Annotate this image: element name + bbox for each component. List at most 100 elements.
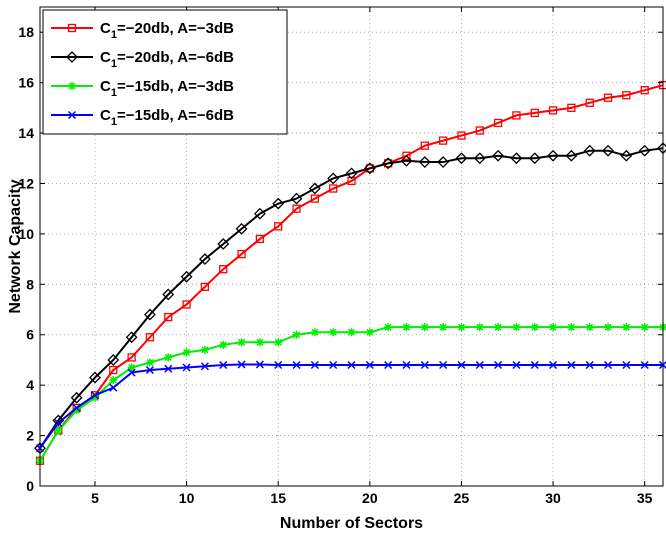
data-point bbox=[420, 141, 429, 150]
data-point bbox=[638, 144, 651, 157]
data-point bbox=[347, 360, 356, 370]
data-point bbox=[200, 345, 209, 354]
data-point bbox=[292, 204, 301, 213]
data-point bbox=[603, 93, 613, 102]
data-point bbox=[585, 360, 594, 370]
data-point bbox=[494, 323, 503, 332]
data-point bbox=[365, 328, 374, 337]
legend-label: C1=−15db, A=−6dB bbox=[100, 107, 234, 128]
data-point bbox=[219, 340, 228, 349]
data-point bbox=[274, 338, 283, 347]
data-point bbox=[420, 360, 429, 370]
data-point bbox=[68, 82, 76, 90]
data-point bbox=[528, 152, 541, 165]
data-point bbox=[327, 172, 340, 185]
x-tick-label: 15 bbox=[270, 490, 286, 506]
data-point bbox=[549, 323, 558, 332]
y-tick-label: 12 bbox=[18, 175, 34, 191]
data-point bbox=[493, 118, 503, 128]
x-tick-label: 10 bbox=[179, 490, 195, 506]
series-line bbox=[39, 147, 664, 449]
data-point bbox=[475, 126, 484, 135]
series-line bbox=[39, 84, 664, 462]
data-point bbox=[292, 360, 301, 370]
data-point bbox=[603, 360, 613, 370]
data-point bbox=[549, 360, 558, 370]
data-point bbox=[439, 323, 448, 332]
data-point bbox=[365, 360, 374, 370]
data-point bbox=[274, 360, 283, 370]
data-point bbox=[420, 323, 429, 332]
y-axis-title: Network Capacity bbox=[7, 179, 24, 313]
data-point bbox=[418, 156, 431, 168]
data-point bbox=[473, 152, 486, 165]
data-point bbox=[292, 330, 301, 339]
data-point bbox=[182, 300, 191, 309]
data-point bbox=[345, 167, 358, 180]
series-line bbox=[39, 326, 663, 462]
y-tick-label: 0 bbox=[26, 478, 34, 494]
data-point bbox=[70, 391, 83, 404]
data-point bbox=[512, 360, 521, 370]
data-point bbox=[66, 51, 78, 63]
data-point bbox=[127, 368, 136, 377]
data-point bbox=[347, 328, 356, 337]
data-point bbox=[475, 360, 484, 370]
data-point bbox=[109, 376, 118, 385]
data-point bbox=[604, 323, 613, 332]
y-tick-label: 4 bbox=[26, 377, 34, 393]
data-point bbox=[475, 323, 484, 332]
data-point bbox=[384, 360, 393, 370]
data-point bbox=[457, 131, 466, 140]
data-point bbox=[640, 360, 649, 370]
data-point bbox=[72, 403, 81, 412]
data-point bbox=[565, 149, 578, 162]
data-point bbox=[198, 253, 211, 266]
data-point bbox=[180, 270, 193, 283]
legend-label: C1=−20db, A=−3dB bbox=[100, 20, 234, 41]
data-point bbox=[54, 418, 63, 428]
data-point bbox=[127, 353, 136, 362]
data-point bbox=[382, 157, 395, 170]
data-point bbox=[182, 348, 191, 357]
data-point bbox=[182, 363, 191, 372]
data-point bbox=[548, 106, 558, 115]
data-point bbox=[620, 149, 633, 162]
data-point bbox=[384, 323, 393, 332]
data-point bbox=[145, 366, 154, 375]
data-point bbox=[125, 331, 138, 344]
data-point bbox=[512, 323, 521, 332]
data-point bbox=[290, 192, 303, 205]
data-point bbox=[255, 360, 264, 369]
data-point bbox=[402, 360, 411, 370]
data-point bbox=[145, 333, 155, 342]
series-lines bbox=[34, 81, 666, 465]
x-axis-title: Number of Sectors bbox=[280, 515, 423, 532]
data-point bbox=[109, 365, 118, 375]
data-point bbox=[237, 360, 246, 369]
data-point bbox=[585, 323, 594, 332]
data-point bbox=[622, 360, 631, 370]
y-tick-label: 6 bbox=[26, 327, 34, 343]
data-point bbox=[54, 426, 63, 435]
data-point bbox=[510, 152, 523, 165]
data-point bbox=[237, 338, 246, 347]
x-tick-label: 30 bbox=[545, 490, 561, 506]
data-point bbox=[437, 156, 450, 168]
data-point bbox=[164, 364, 173, 373]
data-point bbox=[127, 363, 136, 372]
data-point bbox=[237, 249, 246, 259]
data-point bbox=[640, 323, 649, 332]
legend-box bbox=[42, 9, 288, 135]
data-point bbox=[457, 360, 466, 370]
legend-item: C1=−15db, A=−6dB bbox=[51, 107, 234, 128]
data-point bbox=[255, 234, 265, 244]
legend-item: C1=−20db, A=−3dB bbox=[51, 20, 234, 41]
data-point bbox=[438, 136, 448, 145]
data-point bbox=[235, 222, 248, 235]
y-tick-label: 10 bbox=[18, 226, 34, 242]
y-tick-label: 14 bbox=[18, 125, 34, 141]
data-point bbox=[455, 152, 468, 165]
series-2 bbox=[34, 142, 666, 455]
data-point bbox=[402, 323, 411, 332]
